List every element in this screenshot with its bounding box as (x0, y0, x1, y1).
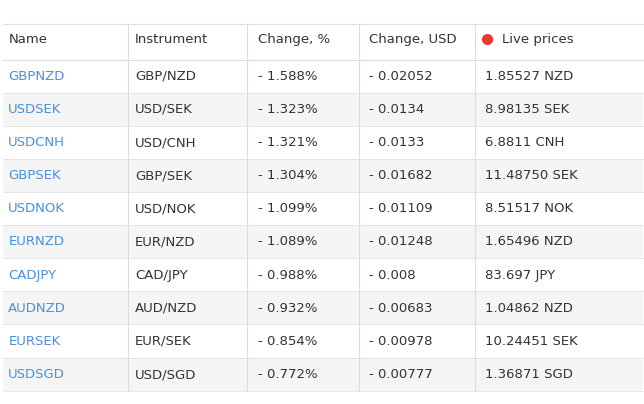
Text: - 1.323%: - 1.323% (258, 103, 317, 116)
Text: - 0.0133: - 0.0133 (369, 136, 424, 149)
Text: - 0.988%: - 0.988% (258, 269, 317, 282)
Text: 1.65496 NZD: 1.65496 NZD (485, 236, 573, 248)
Text: 1.36871 SGD: 1.36871 SGD (485, 368, 573, 381)
Text: - 0.932%: - 0.932% (258, 302, 317, 315)
Text: GBPSEK: GBPSEK (8, 169, 61, 182)
Text: 1.04862 NZD: 1.04862 NZD (485, 302, 573, 315)
Text: - 1.099%: - 1.099% (258, 202, 317, 215)
FancyBboxPatch shape (3, 126, 643, 159)
Text: USDNOK: USDNOK (8, 202, 66, 215)
FancyBboxPatch shape (3, 259, 643, 291)
Text: USD/SEK: USD/SEK (135, 103, 193, 116)
Text: 8.51517 NOK: 8.51517 NOK (485, 202, 573, 215)
Text: - 1.089%: - 1.089% (258, 236, 317, 248)
Text: GBP/NZD: GBP/NZD (135, 70, 196, 83)
Text: GBPNZD: GBPNZD (8, 70, 65, 83)
Text: Change, USD: Change, USD (369, 33, 457, 46)
Text: - 0.01109: - 0.01109 (369, 202, 433, 215)
Text: EURNZD: EURNZD (8, 236, 64, 248)
Text: - 1.321%: - 1.321% (258, 136, 317, 149)
Text: 1.85527 NZD: 1.85527 NZD (485, 70, 573, 83)
Text: USDSGD: USDSGD (8, 368, 65, 381)
Text: 11.48750 SEK: 11.48750 SEK (485, 169, 578, 182)
Text: EUR/SEK: EUR/SEK (135, 335, 192, 348)
Text: USD/NOK: USD/NOK (135, 202, 196, 215)
Text: USDCNH: USDCNH (8, 136, 66, 149)
Text: - 0.0134: - 0.0134 (369, 103, 424, 116)
FancyBboxPatch shape (3, 93, 643, 126)
Text: GBP/SEK: GBP/SEK (135, 169, 193, 182)
Text: - 0.02052: - 0.02052 (369, 70, 433, 83)
FancyBboxPatch shape (3, 225, 643, 258)
Text: EURSEK: EURSEK (8, 335, 61, 348)
Text: - 0.00683: - 0.00683 (369, 302, 433, 315)
Text: USD/SGD: USD/SGD (135, 368, 196, 381)
Text: - 0.01682: - 0.01682 (369, 169, 433, 182)
FancyBboxPatch shape (3, 60, 643, 93)
Text: 10.24451 SEK: 10.24451 SEK (485, 335, 578, 348)
Text: - 0.00777: - 0.00777 (369, 368, 433, 381)
Text: - 0.008: - 0.008 (369, 269, 415, 282)
FancyBboxPatch shape (3, 192, 643, 225)
Text: USDSEK: USDSEK (8, 103, 62, 116)
Text: - 0.00978: - 0.00978 (369, 335, 433, 348)
Text: - 0.854%: - 0.854% (258, 335, 317, 348)
Text: AUDNZD: AUDNZD (8, 302, 66, 315)
FancyBboxPatch shape (3, 325, 643, 358)
Text: CADJPY: CADJPY (8, 269, 57, 282)
Text: EUR/NZD: EUR/NZD (135, 236, 196, 248)
Text: Change, %: Change, % (258, 33, 330, 46)
Text: - 1.588%: - 1.588% (258, 70, 317, 83)
Text: AUD/NZD: AUD/NZD (135, 302, 198, 315)
Text: Live prices: Live prices (502, 33, 574, 46)
FancyBboxPatch shape (3, 292, 643, 324)
Text: - 0.01248: - 0.01248 (369, 236, 433, 248)
Text: Name: Name (8, 33, 48, 46)
Text: 6.8811 CNH: 6.8811 CNH (485, 136, 564, 149)
FancyBboxPatch shape (3, 358, 643, 391)
Text: 8.98135 SEK: 8.98135 SEK (485, 103, 569, 116)
Text: USD/CNH: USD/CNH (135, 136, 196, 149)
Text: 83.697 JPY: 83.697 JPY (485, 269, 555, 282)
Text: - 1.304%: - 1.304% (258, 169, 317, 182)
Text: - 0.772%: - 0.772% (258, 368, 317, 381)
FancyBboxPatch shape (3, 159, 643, 192)
Text: CAD/JPY: CAD/JPY (135, 269, 188, 282)
Text: Instrument: Instrument (135, 33, 209, 46)
